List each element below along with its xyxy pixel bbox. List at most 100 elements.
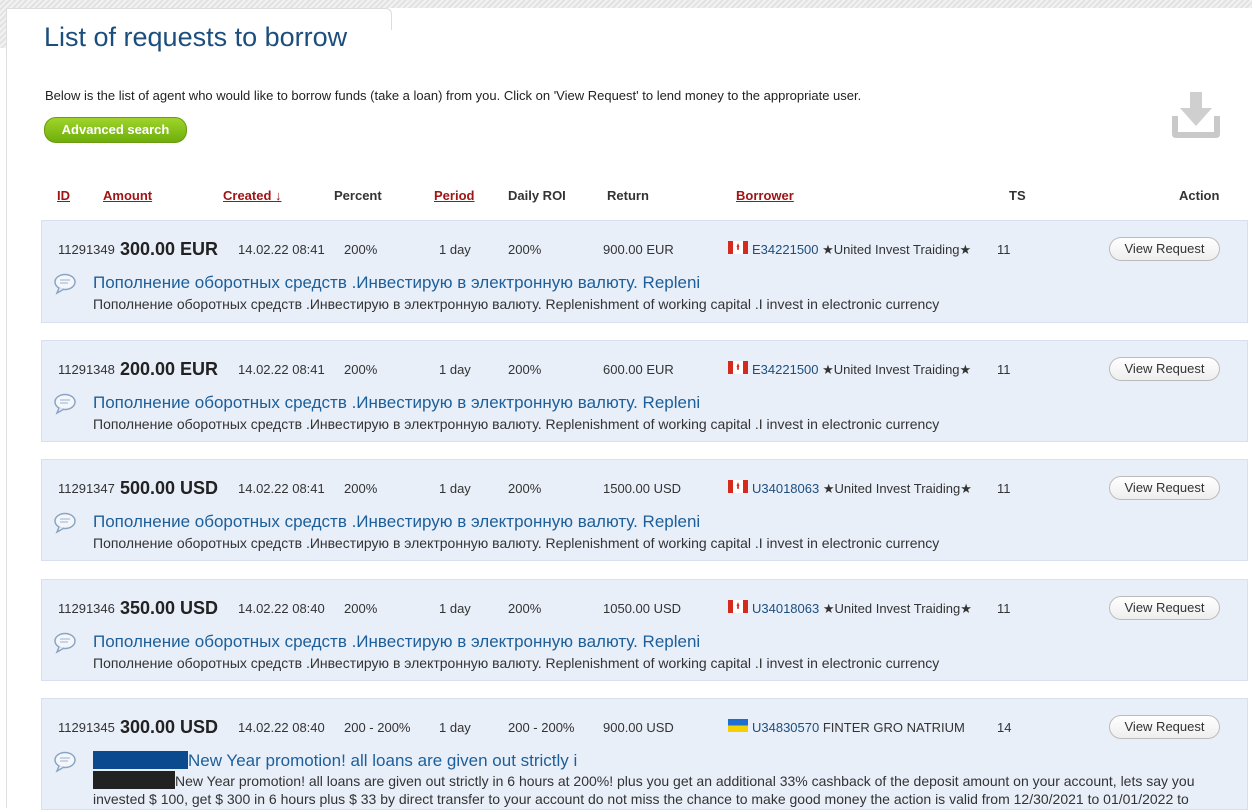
borrower-id-link[interactable]: U34830570 xyxy=(752,720,820,735)
borrower-name: ★United Invest Traiding★ xyxy=(822,601,972,616)
request-period: 1 day xyxy=(439,720,471,735)
request-ts: 11 xyxy=(997,242,1011,257)
request-amount: 500.00 USD xyxy=(120,478,219,498)
advanced-search-button[interactable]: Advanced search xyxy=(44,117,187,143)
request-daily-roi: 200% xyxy=(508,481,542,496)
request-ts: 11 xyxy=(997,481,1011,496)
request-title-link[interactable]: Пополнение оборотных средств .Инвестирую… xyxy=(93,273,701,292)
request-return: 1500.00 USD xyxy=(603,481,682,496)
view-request-button[interactable]: View Request xyxy=(1109,715,1220,739)
request-amount: 200.00 EUR xyxy=(120,359,219,379)
request-period: 1 day xyxy=(439,481,471,496)
request-created: 14.02.22 08:41 xyxy=(238,242,325,257)
request-title-link[interactable]: New Year promotion! all loans are given … xyxy=(93,751,577,771)
column-header-amount[interactable]: Amount xyxy=(103,188,153,203)
request-id: 11291347 xyxy=(58,481,115,496)
column-header-period[interactable]: Period xyxy=(434,188,475,203)
request-row: 11291347 500.00 USD 14.02.22 08:41 200% … xyxy=(41,459,1248,561)
request-description: Пополнение оборотных средств .Инвестирую… xyxy=(93,655,940,671)
view-request-button[interactable]: View Request xyxy=(1109,357,1220,381)
request-amount: 350.00 USD xyxy=(120,598,219,618)
comment-icon xyxy=(54,512,76,534)
request-created: 14.02.22 08:40 xyxy=(238,601,325,616)
borrower-cell: U34018063 ★United Invest Traiding★ xyxy=(752,601,972,617)
borrower-id-link[interactable]: E34221500 xyxy=(752,362,819,377)
request-period: 1 day xyxy=(439,362,471,377)
request-daily-roi: 200% xyxy=(508,362,542,377)
borrower-name: FINTER GRO NATRIUM xyxy=(822,720,965,735)
request-description: Пополнение оборотных средств .Инвестирую… xyxy=(93,296,940,312)
request-daily-roi: 200% xyxy=(508,242,542,257)
request-percent: 200% xyxy=(344,242,378,257)
column-header-ts: TS xyxy=(1009,188,1026,203)
column-header-action: Action xyxy=(1179,188,1220,203)
comment-icon xyxy=(54,273,76,295)
redaction-block xyxy=(93,771,175,789)
request-ts: 11 xyxy=(997,362,1011,377)
request-row: 11291349 300.00 EUR 14.02.22 08:41 200% … xyxy=(41,220,1248,323)
request-amount: 300.00 USD xyxy=(120,717,219,737)
borrower-cell: E34221500 ★United Invest Traiding★ xyxy=(752,242,971,258)
page-title: List of requests to borrow xyxy=(44,22,348,52)
title-tab xyxy=(6,8,392,51)
comment-icon xyxy=(54,751,76,773)
column-header-created[interactable]: Created ↓ xyxy=(223,188,282,203)
borrower-name: ★United Invest Traiding★ xyxy=(822,481,972,496)
column-header-return: Return xyxy=(607,188,649,203)
request-ts: 14 xyxy=(997,720,1012,735)
canada-flag-icon xyxy=(728,241,748,254)
borrower-id-link[interactable]: E34221500 xyxy=(752,242,819,257)
request-percent: 200% xyxy=(344,362,378,377)
request-description: New Year promotion! all loans are given … xyxy=(93,771,1233,808)
column-header-daily-roi: Daily ROI xyxy=(508,188,566,203)
comment-icon xyxy=(54,393,76,415)
request-title-link[interactable]: Пополнение оборотных средств .Инвестирую… xyxy=(93,393,701,412)
request-return: 900.00 USD xyxy=(603,720,674,735)
download-icon[interactable] xyxy=(1168,88,1224,142)
request-id: 11291349 xyxy=(58,242,115,257)
borrower-id-link[interactable]: U34018063 xyxy=(752,601,820,616)
canada-flag-icon xyxy=(728,361,748,374)
borrower-cell: E34221500 ★United Invest Traiding★ xyxy=(752,362,971,378)
canada-flag-icon xyxy=(728,480,748,493)
view-request-button[interactable]: View Request xyxy=(1109,476,1220,500)
request-title-link[interactable]: Пополнение оборотных средств .Инвестирую… xyxy=(93,512,701,531)
request-percent: 200% xyxy=(344,481,378,496)
borrower-id-link[interactable]: U34018063 xyxy=(752,481,820,496)
view-request-button[interactable]: View Request xyxy=(1109,237,1220,261)
request-row: 11291348 200.00 EUR 14.02.22 08:41 200% … xyxy=(41,340,1248,442)
request-title-link[interactable]: Пополнение оборотных средств .Инвестирую… xyxy=(93,632,701,651)
borrower-name: ★United Invest Traiding★ xyxy=(822,242,972,257)
request-description: Пополнение оборотных средств .Инвестирую… xyxy=(93,416,940,432)
borrower-cell: U34830570 FINTER GRO NATRIUM xyxy=(752,720,965,735)
request-id: 11291348 xyxy=(58,362,115,377)
borrower-cell: U34018063 ★United Invest Traiding★ xyxy=(752,481,972,497)
view-request-button[interactable]: View Request xyxy=(1109,596,1220,620)
request-id: 11291345 xyxy=(58,720,115,735)
request-return: 600.00 EUR xyxy=(603,362,674,377)
canada-flag-icon xyxy=(728,600,748,613)
request-created: 14.02.22 08:41 xyxy=(238,362,325,377)
request-created: 14.02.22 08:41 xyxy=(238,481,325,496)
request-daily-roi: 200 - 200% xyxy=(508,720,575,735)
request-ts: 11 xyxy=(997,601,1011,616)
column-header-id[interactable]: ID xyxy=(57,188,70,203)
request-row: 11291345 300.00 USD 14.02.22 08:40 200 -… xyxy=(41,698,1248,810)
column-header-borrower[interactable]: Borrower xyxy=(736,188,794,203)
request-daily-roi: 200% xyxy=(508,601,542,616)
ukraine-flag-icon xyxy=(728,719,748,732)
request-description: Пополнение оборотных средств .Инвестирую… xyxy=(93,535,940,551)
borrower-name: ★United Invest Traiding★ xyxy=(822,362,972,377)
request-row: 11291346 350.00 USD 14.02.22 08:40 200% … xyxy=(41,579,1248,681)
request-period: 1 day xyxy=(439,601,471,616)
comment-icon xyxy=(54,632,76,654)
request-percent: 200% xyxy=(344,601,378,616)
request-return: 1050.00 USD xyxy=(603,601,682,616)
request-return: 900.00 EUR xyxy=(603,242,674,257)
request-id: 11291346 xyxy=(58,601,115,616)
request-percent: 200 - 200% xyxy=(344,720,411,735)
request-title-text: New Year promotion! all loans are given … xyxy=(188,751,578,770)
request-amount: 300.00 EUR xyxy=(120,239,219,259)
request-period: 1 day xyxy=(439,242,471,257)
request-description-text: New Year promotion! all loans are given … xyxy=(93,773,1195,807)
